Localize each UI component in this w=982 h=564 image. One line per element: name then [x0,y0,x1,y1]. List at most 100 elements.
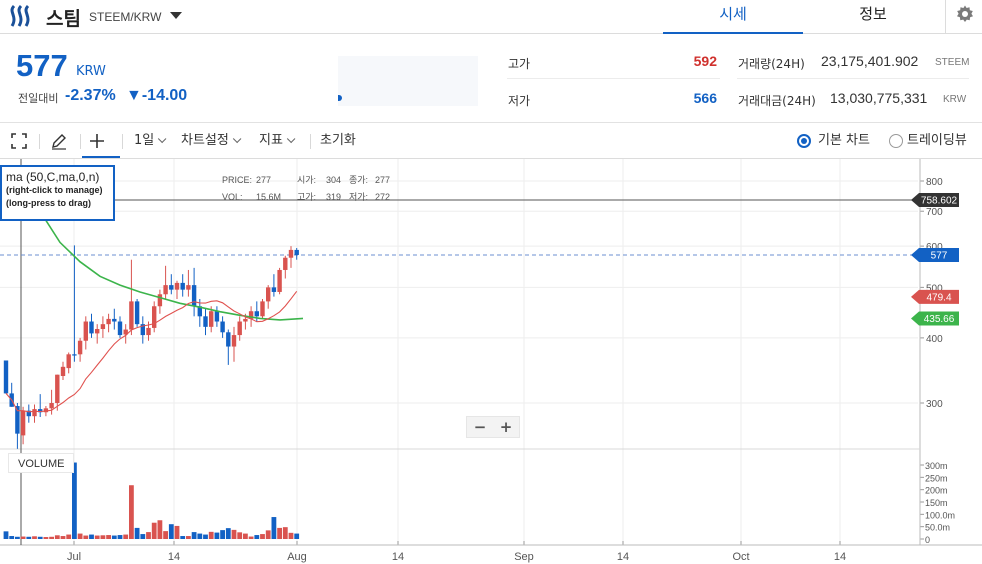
volume-bar [20,536,26,539]
candle-body [152,306,157,328]
fullscreen-icon [11,133,27,149]
volume-bar [237,532,243,539]
volume-axis-tick-label: 250m [925,473,948,483]
volume-bar [37,536,43,539]
tab-market[interactable]: 시세 [663,0,803,34]
candle-body [38,409,43,413]
volume-bar [106,535,111,539]
candle-body [163,285,168,295]
volume-bar [111,535,117,539]
basic-chart-label[interactable]: 기본 차트 [818,133,870,148]
x-axis-tick-label: Sep [514,551,534,563]
legend-vol: 15.6M [256,192,282,202]
candle-body [129,301,134,330]
volume-bar [26,536,32,539]
volume-bar [225,528,231,539]
ma-long-tag-bg [911,311,959,326]
candle-body [180,282,185,290]
settings-button[interactable] [945,0,982,34]
candle-body [66,354,71,369]
candle-body [55,374,60,403]
candle-body [203,316,208,327]
volume-bar [66,534,72,539]
candle-body [248,311,254,319]
candle-body [123,329,128,335]
candle-body [209,311,214,327]
legend-low-label: 저가: [349,192,369,202]
ma-indicator-title: ma (50,C,ma,0,n) [6,170,100,184]
legend-close: 277 [375,175,391,185]
current-price: 577 [16,48,68,83]
legend-close-label: 종가: [349,175,369,185]
draw-tool-button[interactable] [50,124,72,158]
crosshair-button[interactable] [88,124,114,158]
legend-row-price: PRICE: 277 시가: 304 종가: 277 [222,173,390,186]
candle-body [283,257,288,270]
volume-bar [77,533,83,539]
radio-tradingview[interactable] [889,134,903,148]
volume-bar [208,531,214,539]
change-amount: ▼-14.00 [126,87,188,104]
chart-settings-dropdown[interactable]: 차트설정 [181,124,242,158]
volume-bar [32,536,37,539]
x-axis-tick-label: 14 [834,551,846,563]
interval-dropdown[interactable]: 1일 [134,124,167,158]
price-chart[interactable]: Jul 14 Aug 14 Sep 14 Oct 14 800 700 600 500 400 300 30… [0,159,982,564]
fullscreen-button[interactable] [10,124,32,158]
volume-axis-tick-label: 150m [925,498,948,508]
zoom-controls: − + [466,416,520,438]
chart-toolbar: 1일 차트설정 지표 초기화 기본 차트 트레이딩뷰 [0,124,982,159]
volume-bar [94,535,100,539]
candle-body [214,311,220,322]
change-rate: -2.37% [65,87,116,104]
interval-label: 1일 [134,133,155,148]
amount-24h-unit: KRW [943,94,967,105]
tab-info[interactable]: 정보 [859,5,887,23]
candle-body [231,335,237,347]
candle-body [197,306,202,317]
volume-bar [214,532,220,539]
volume-bar [54,535,60,539]
radio-basic-chart[interactable] [797,134,811,148]
ma-indicator-label[interactable]: ma (50,C,ma,0,n) (right-click to manage)… [0,165,115,221]
y-axis-tick-label: 400 [926,334,943,345]
volume-24h-value: 23,175,401.902 [821,53,919,69]
volume-bar [83,535,89,539]
volume-bar [163,531,168,539]
toolbar-separator [310,134,311,149]
low-value: 566 [693,90,717,106]
candle-body [237,321,242,336]
ma-short-tag-bg [911,289,959,304]
x-axis-tick-label: 14 [392,551,404,563]
candle-body [89,321,94,334]
ma-short-line [5,290,298,413]
volume-bar [100,535,106,539]
stat-divider [737,78,969,79]
zoom-in-button[interactable]: + [499,418,513,436]
reset-button[interactable]: 초기화 [320,133,356,148]
candle-body [43,408,49,413]
candle-body [95,329,100,334]
volume-bar [220,530,225,539]
x-axis-tick-label: Aug [287,551,307,563]
indicators-dropdown[interactable]: 지표 [259,124,296,158]
pair-dropdown-icon[interactable] [170,12,182,19]
y-axis-tick-label: 800 [926,177,943,188]
volume-bar [180,536,186,539]
volume-bar [3,531,9,539]
volume-bar [129,485,134,539]
chart-area[interactable]: Jul 14 Aug 14 Sep 14 Oct 14 800 700 600 500 400 300 30… [0,159,982,564]
candle-body [254,311,259,317]
tradingview-label[interactable]: 트레이딩뷰 [907,133,967,148]
current-price-tag: 577 [931,250,948,261]
legend-open-label: 시가: [297,175,317,185]
legend-row-volume: VOL: 15.6M 고가: 319 저가: 272 [222,190,390,203]
crosshair-icon [90,134,104,148]
candle-body [226,332,231,347]
legend-open: 304 [326,175,342,185]
candle-body [106,318,111,325]
price-summary: 577 KRW 전일대비 -2.37% ▼-14.00 고가 592 저가 56… [0,34,982,123]
zoom-out-button[interactable]: − [473,418,487,436]
candle-body [220,321,225,333]
candle-body [140,324,145,336]
